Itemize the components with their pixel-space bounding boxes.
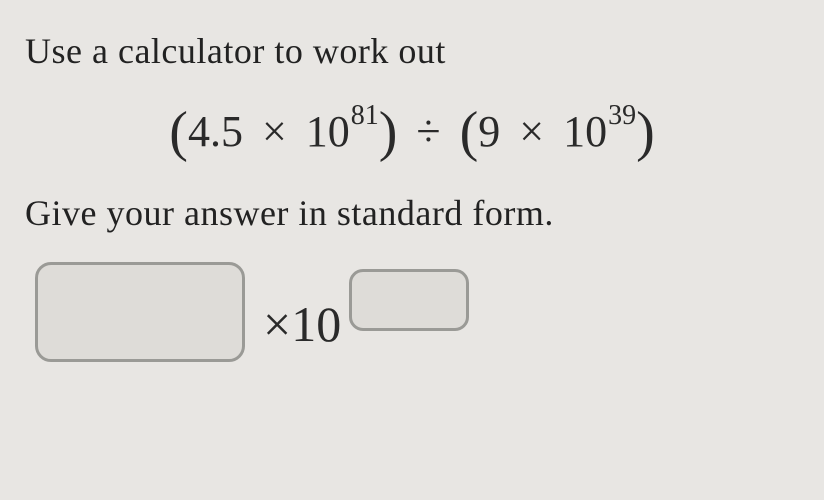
right-times: × bbox=[519, 107, 544, 156]
left-times: × bbox=[262, 107, 287, 156]
left-close-paren: ) bbox=[379, 101, 398, 163]
left-coefficient: 4.5 bbox=[188, 107, 243, 156]
exponent-input[interactable] bbox=[349, 269, 469, 331]
right-exponent: 39 bbox=[608, 100, 636, 131]
times-ten-label: ×10 bbox=[263, 275, 469, 349]
left-open-paren: ( bbox=[169, 101, 188, 163]
division-operator: ÷ bbox=[416, 107, 440, 156]
left-base: 10 bbox=[306, 107, 350, 156]
right-base: 10 bbox=[563, 107, 607, 156]
base-ten: 10 bbox=[291, 296, 341, 352]
times-symbol: × bbox=[263, 296, 291, 352]
right-coefficient: 9 bbox=[478, 107, 500, 156]
answer-template: ×10 bbox=[25, 262, 799, 362]
instruction-text-1: Use a calculator to work out bbox=[25, 30, 799, 72]
math-expression: (4.5 × 1081) ÷ (9 × 1039) bbox=[25, 100, 799, 164]
right-close-paren: ) bbox=[636, 101, 655, 163]
instruction-text-2: Give your answer in standard form. bbox=[25, 192, 799, 234]
left-exponent: 81 bbox=[351, 100, 379, 131]
coefficient-input[interactable] bbox=[35, 262, 245, 362]
right-open-paren: ( bbox=[460, 101, 479, 163]
